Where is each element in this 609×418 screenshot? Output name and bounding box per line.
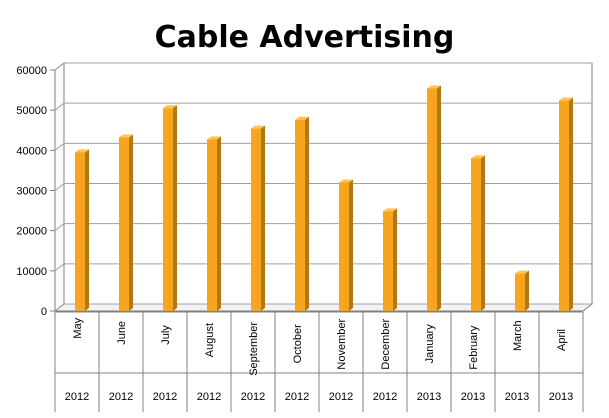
x-year-label: 2012 — [109, 391, 133, 403]
bar-top — [295, 116, 309, 120]
gridline — [54, 303, 592, 312]
bar-front — [427, 88, 437, 311]
x-category-label: August — [204, 323, 216, 357]
x-category-label: January — [424, 324, 436, 364]
bar-side — [437, 85, 441, 311]
x-category-label: December — [380, 319, 392, 370]
bar — [119, 134, 133, 311]
bar-front — [295, 119, 305, 311]
bar-front — [163, 108, 173, 312]
bar-side — [481, 155, 485, 311]
x-category-label: November — [336, 319, 348, 370]
bar — [295, 116, 309, 311]
x-category-label: September — [248, 322, 260, 376]
x-category-label: March — [512, 320, 524, 351]
bar-front — [471, 158, 481, 311]
bar-side — [349, 179, 353, 311]
bar — [559, 97, 573, 311]
bar-side — [173, 105, 177, 312]
bar — [427, 85, 441, 311]
bar-top — [383, 208, 397, 212]
x-year-label: 2013 — [549, 391, 573, 403]
gridline — [54, 102, 592, 111]
bar — [383, 208, 397, 311]
bar-top — [251, 125, 265, 129]
bar-top — [427, 85, 441, 89]
x-year-label: 2012 — [241, 391, 265, 403]
x-year-label: 2012 — [197, 391, 221, 403]
x-year-label: 2013 — [461, 391, 485, 403]
bar-top — [559, 97, 573, 101]
bar-top — [119, 134, 133, 138]
gridline — [54, 62, 592, 71]
x-year-label: 2013 — [417, 391, 441, 403]
x-category-label: May — [72, 317, 84, 338]
x-year-label: 2012 — [373, 391, 397, 403]
y-tick-label: 30000 — [16, 186, 47, 198]
bar-side — [305, 116, 309, 311]
bar — [471, 155, 485, 311]
gridline — [54, 142, 592, 151]
x-year-label: 2012 — [285, 391, 309, 403]
y-tick-label: 20000 — [16, 226, 47, 238]
bar-top — [339, 179, 353, 183]
bar-side — [217, 136, 221, 311]
x-year-label: 2012 — [65, 391, 89, 403]
chart-title: Cable Advertising — [154, 20, 455, 55]
x-category-label: October — [292, 324, 304, 363]
bar-top — [75, 149, 89, 153]
y-tick-label: 10000 — [16, 266, 47, 278]
chart-floor — [53, 303, 594, 312]
bar-side — [569, 97, 573, 311]
bar — [339, 179, 353, 311]
bar — [75, 149, 89, 311]
y-tick-label: 60000 — [16, 65, 47, 77]
bar-front — [339, 182, 349, 311]
gridline — [54, 263, 592, 272]
bar-top — [163, 105, 177, 109]
gridline — [54, 223, 592, 232]
bar-front — [559, 100, 569, 311]
x-category-label: July — [160, 325, 172, 345]
bar-side — [261, 125, 265, 311]
bar-front — [207, 139, 217, 311]
x-category-label: April — [556, 329, 568, 351]
y-tick-label: 40000 — [16, 145, 47, 157]
bar-top — [515, 270, 529, 274]
bar-front — [515, 273, 525, 311]
x-year-label: 2012 — [329, 391, 353, 403]
x-category-label: June — [116, 321, 128, 345]
bar — [163, 105, 177, 312]
bar-side — [129, 134, 133, 311]
bar — [251, 125, 265, 311]
x-year-label: 2012 — [153, 391, 177, 403]
bar-side — [393, 208, 397, 311]
y-tick-label: 0 — [41, 306, 47, 318]
bar — [515, 270, 529, 311]
y-tick-label: 50000 — [16, 105, 47, 117]
bar-top — [471, 155, 485, 159]
bar-front — [75, 152, 85, 311]
bar-front — [383, 211, 393, 311]
bar-side — [85, 149, 89, 311]
x-category-label: February — [468, 325, 480, 370]
bar-top — [207, 136, 221, 140]
bar-front — [119, 137, 129, 311]
gridline — [54, 183, 592, 191]
bar-side — [525, 270, 529, 311]
x-year-label: 2013 — [505, 391, 529, 403]
bar — [207, 136, 221, 311]
bar-front — [251, 128, 261, 311]
